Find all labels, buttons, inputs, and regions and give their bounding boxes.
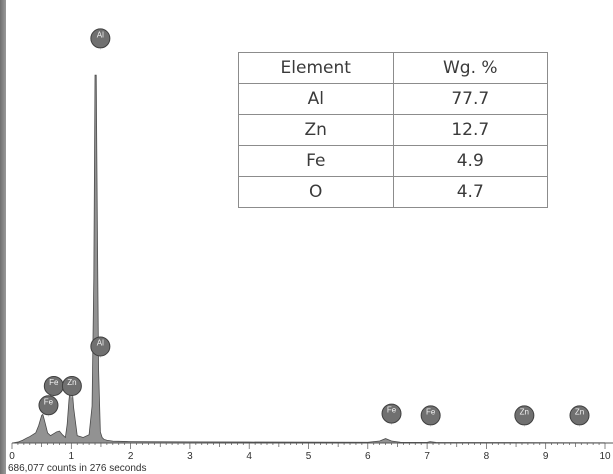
peak-marker-label: Fe xyxy=(426,407,436,416)
peak-marker-circle xyxy=(90,28,111,49)
table-row: Fe 4.9 xyxy=(238,145,548,177)
peak-marker-circle xyxy=(381,403,402,424)
peak-marker: Zn xyxy=(61,375,82,398)
peak-marker-circle xyxy=(514,405,535,426)
peak-marker-circle xyxy=(38,395,59,416)
element-cell: Zn xyxy=(238,114,394,146)
peak-marker-circle xyxy=(61,375,82,396)
x-tick-label: 4 xyxy=(246,451,252,462)
peak-marker-circle xyxy=(569,405,590,426)
weight-cell: 4.7 xyxy=(392,176,548,208)
peak-marker-label: Zn xyxy=(520,407,529,416)
peak-marker-label: Zn xyxy=(575,407,584,416)
peak-marker: Al xyxy=(90,336,111,358)
x-tick-label: 6 xyxy=(365,451,371,462)
element-cell: O xyxy=(238,176,394,208)
x-tick-label: 9 xyxy=(543,451,549,462)
x-tick-label: 10 xyxy=(599,451,611,462)
composition-table: Element Wg. % Al 77.7 Zn 12.7 Fe 4.9 O 4… xyxy=(238,52,548,208)
element-cell: Fe xyxy=(238,145,394,177)
weight-cell: 12.7 xyxy=(392,114,548,146)
table-header-row: Element Wg. % xyxy=(238,52,548,84)
weight-column-header: Wg. % xyxy=(392,52,548,84)
weight-cell: 77.7 xyxy=(392,83,548,115)
table-row: Zn 12.7 xyxy=(238,114,548,146)
x-tick-label: 8 xyxy=(484,451,490,462)
element-cell: Al xyxy=(238,83,394,115)
left-window-edge xyxy=(0,0,6,474)
table-row: O 4.7 xyxy=(238,176,548,208)
spectrum-line xyxy=(11,74,606,444)
spectrum-area xyxy=(12,75,605,444)
x-tick-label: 3 xyxy=(187,451,193,462)
peak-marker-label: Fe xyxy=(49,378,59,387)
peak-marker: Fe xyxy=(43,375,64,398)
peak-marker: Zn xyxy=(569,405,590,427)
peak-marker-circle xyxy=(420,405,441,426)
composition-table-container: Element Wg. % Al 77.7 Zn 12.7 Fe 4.9 O 4… xyxy=(238,52,548,208)
spectrum-plot-area xyxy=(11,74,606,444)
x-tick-label: 5 xyxy=(306,451,312,462)
x-tick-label: 2 xyxy=(128,451,134,462)
x-axis: 0 1 2 3 4 5 6 7 8 9 10 xyxy=(9,442,613,462)
x-tick-label: 7 xyxy=(424,451,430,462)
peak-marker-label: Fe xyxy=(387,406,397,415)
peak-marker: Fe xyxy=(420,405,441,427)
peak-marker: Fe xyxy=(38,395,59,417)
peak-marker-circle xyxy=(90,336,111,357)
counts-footer: 686,077 counts in 276 seconds xyxy=(8,463,146,474)
peak-marker: Zn xyxy=(514,405,535,427)
x-tick-label: 0 xyxy=(9,451,15,462)
element-column-header: Element xyxy=(238,52,394,84)
peak-marker-label: Fe xyxy=(44,397,54,406)
table-row: Al 77.7 xyxy=(238,83,548,115)
weight-cell: 4.9 xyxy=(392,145,548,177)
peak-marker: Al xyxy=(90,28,111,50)
peak-marker-label: Zn xyxy=(67,378,76,387)
peak-marker: Fe xyxy=(381,403,402,426)
x-tick-label: 1 xyxy=(69,451,75,462)
peak-marker-label: Al xyxy=(97,30,104,39)
peak-marker-label: Al xyxy=(97,338,104,347)
